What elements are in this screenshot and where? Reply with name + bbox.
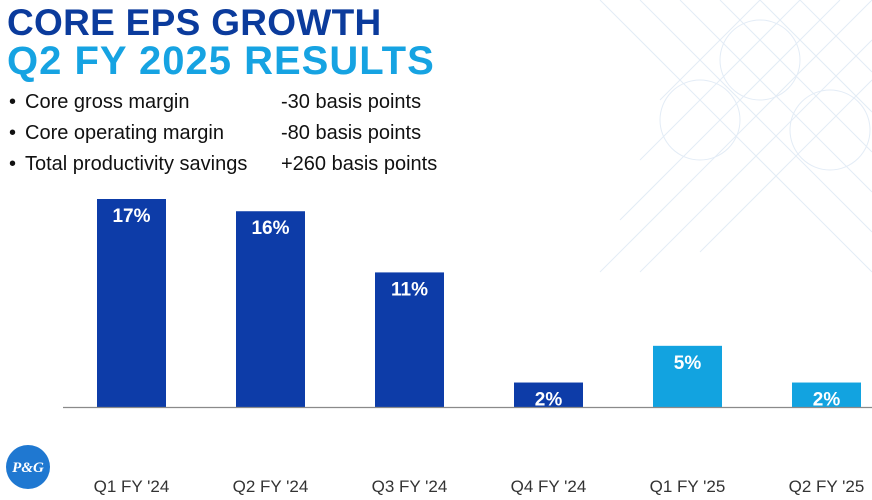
data-label: 11%: [391, 279, 428, 300]
eps-growth-chart: 17% Q1 FY '24 16% Q2 FY '24 11% Q3 FY '24 2% Q4…: [63, 199, 872, 496]
metric-label: Total productivity savings: [25, 153, 248, 175]
data-label: 17%: [112, 206, 150, 227]
bar: [514, 382, 583, 407]
bar: [236, 211, 305, 407]
x-tick-label: Q2 FY '24: [233, 477, 309, 496]
data-label: 2%: [813, 390, 841, 411]
data-label: 2%: [535, 390, 563, 411]
x-tick-label: Q2 FY '25: [789, 477, 865, 496]
bar: [653, 345, 722, 407]
bullet-icon: •: [9, 153, 17, 175]
metric-label: Core gross margin: [25, 91, 190, 113]
x-tick-label: Q3 FY '24: [372, 477, 448, 496]
page-subtitle: Q2 FY 2025 RESULTS: [7, 39, 435, 83]
x-tick-label: Q1 FY '25: [650, 477, 726, 496]
bullet-icon: •: [9, 122, 17, 144]
page-title: CORE EPS GROWTH: [7, 2, 382, 43]
bar: [97, 199, 166, 407]
x-tick-label: Q1 FY '24: [94, 477, 170, 496]
metric-value: -80 basis points: [281, 122, 422, 144]
data-label: 5%: [674, 353, 702, 374]
logo-text: P&G: [12, 460, 44, 476]
bar: [792, 382, 861, 407]
bullet-icon: •: [9, 91, 17, 113]
metric-value: -30 basis points: [281, 91, 422, 113]
bar: [375, 272, 444, 407]
pg-logo: P&G: [6, 445, 50, 489]
data-label: 16%: [251, 218, 289, 239]
x-tick-label: Q4 FY '24: [511, 477, 587, 496]
metric-value: +260 basis points: [281, 153, 438, 175]
metric-label: Core operating margin: [25, 122, 224, 144]
logo-circle: [6, 445, 50, 489]
